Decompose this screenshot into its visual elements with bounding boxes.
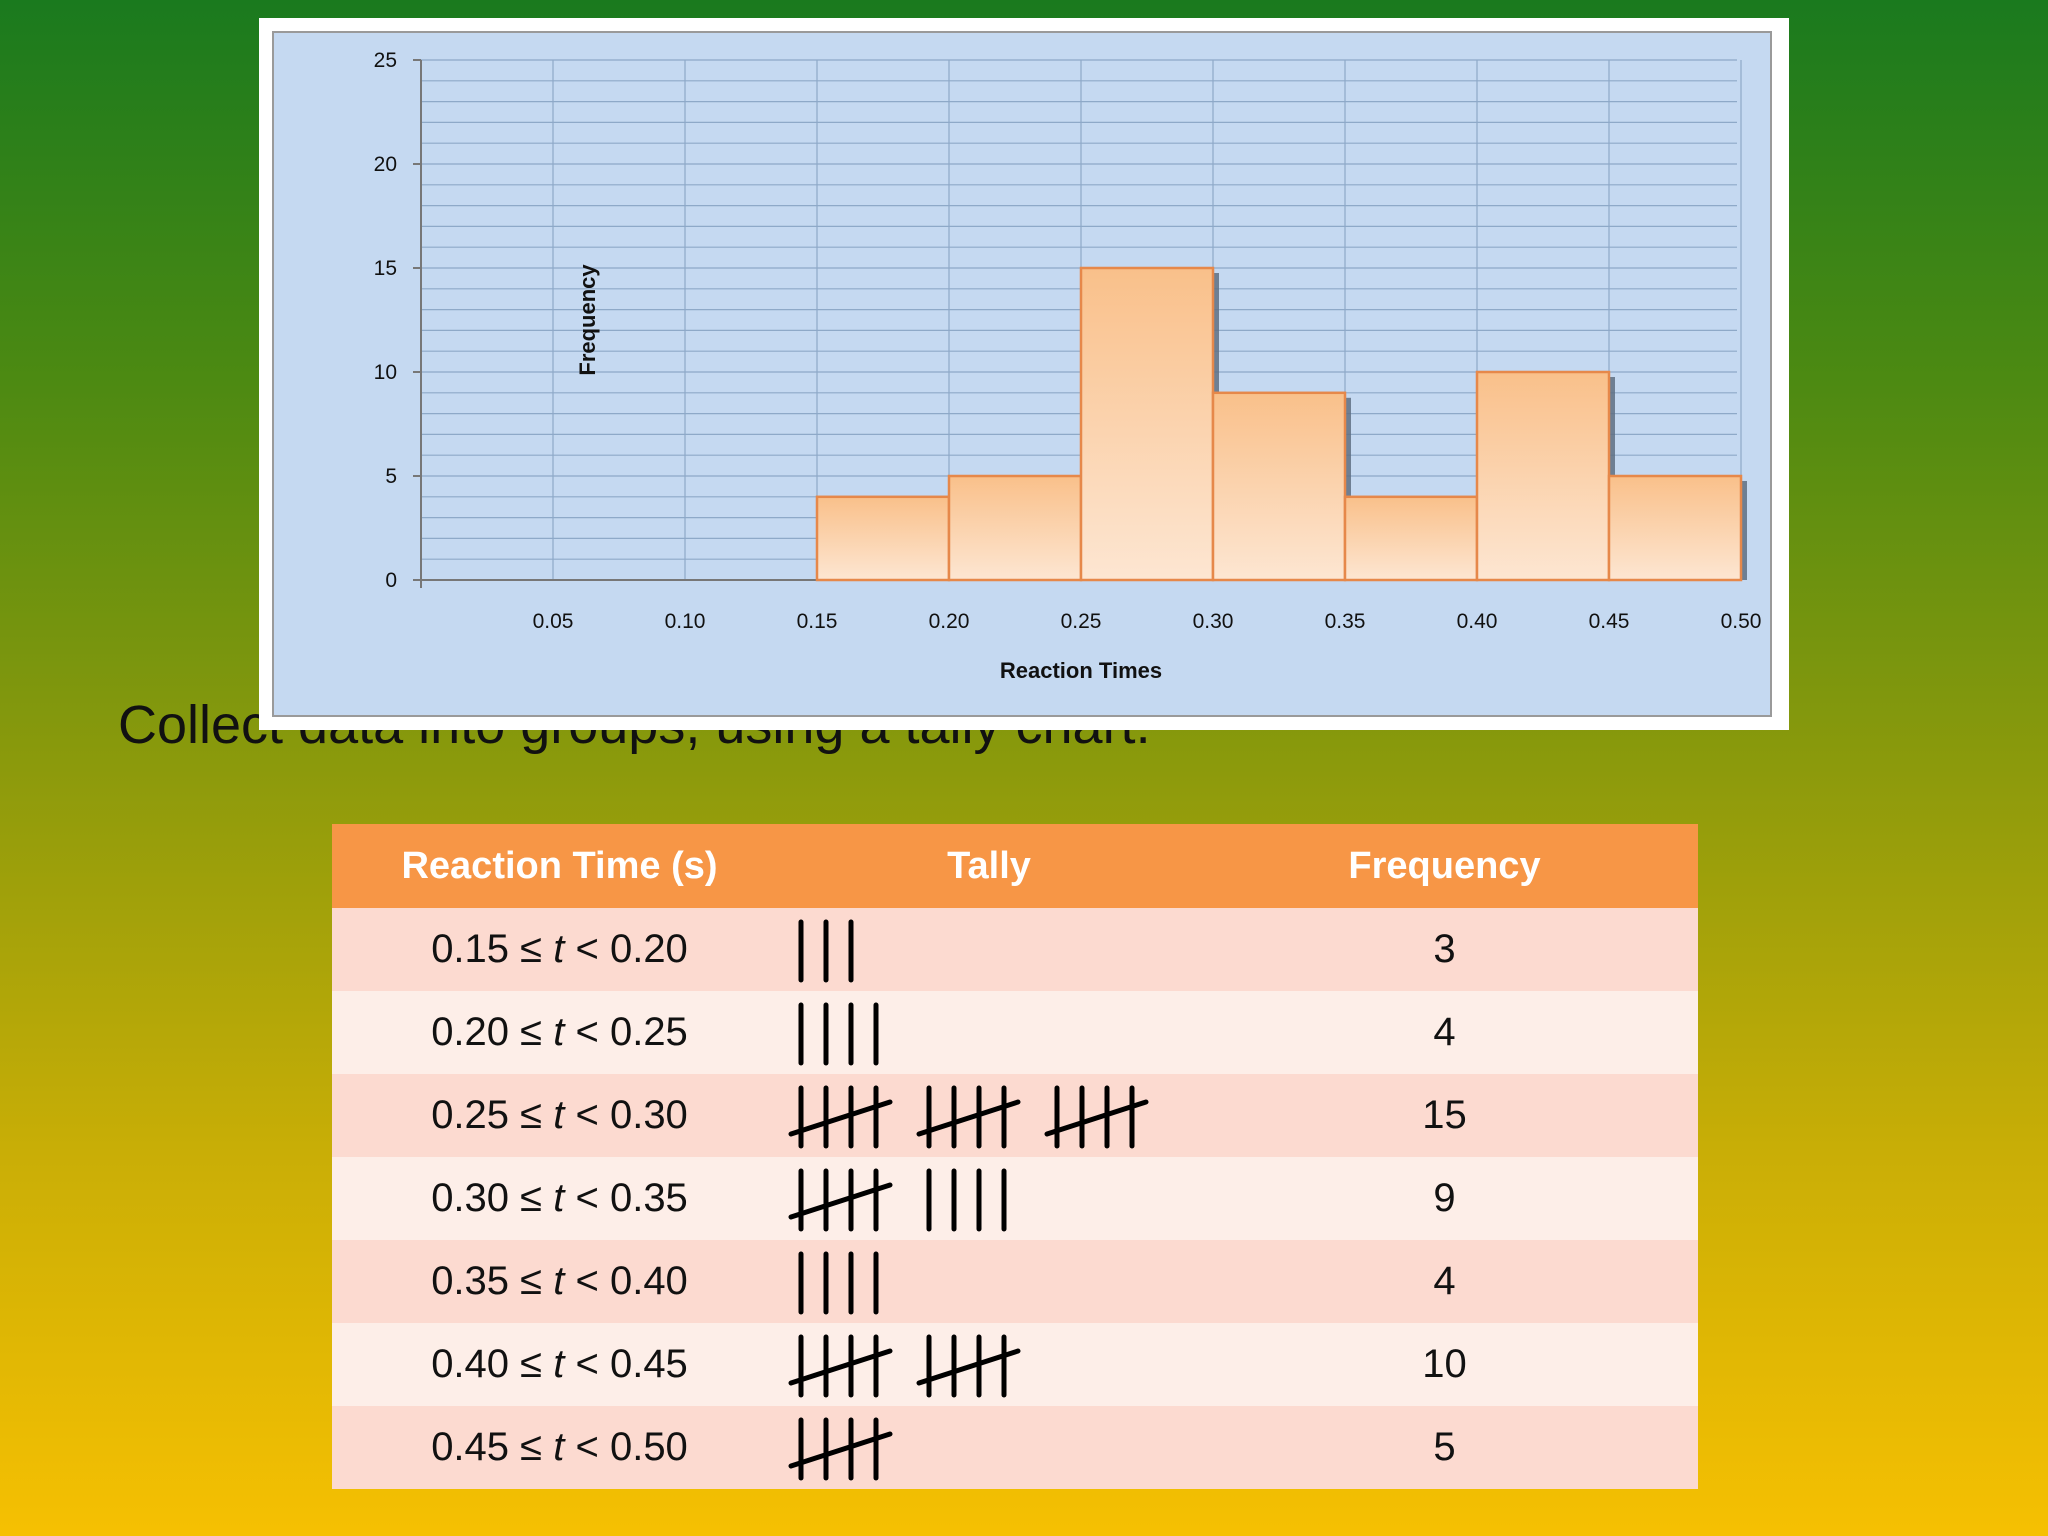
tally-marks	[798, 919, 854, 982]
reaction-time-range: 0.45 ≤ t < 0.50	[332, 1406, 787, 1489]
frequency-value: 4	[1191, 1240, 1698, 1323]
histogram-bar	[1079, 266, 1215, 582]
histogram-bar	[1343, 495, 1479, 582]
x-axis-title: Reaction Times	[1000, 658, 1162, 683]
table-row: 0.25 ≤ t < 0.30 15	[332, 1074, 1698, 1157]
tally-marks	[788, 1417, 893, 1480]
range-lower: 0.30	[431, 1176, 510, 1220]
range-upper: 0.50	[609, 1425, 688, 1469]
table-row: 0.20 ≤ t < 0.25 4	[332, 991, 1698, 1074]
range-symbols: ≤ t <	[509, 1342, 610, 1386]
table-row: 0.15 ≤ t < 0.20 3	[332, 908, 1698, 991]
frequency-value: 9	[1191, 1157, 1698, 1240]
histogram-bar	[1211, 391, 1347, 582]
tally-cell	[787, 1157, 1191, 1240]
table-row: 0.45 ≤ t < 0.50 5	[332, 1406, 1698, 1489]
tally-cell	[787, 1074, 1191, 1157]
y-tick-label: 5	[385, 465, 397, 488]
x-tick-label: 0.45	[1589, 610, 1630, 633]
range-symbols: ≤ t <	[509, 1093, 610, 1137]
tally-marks	[788, 1168, 1007, 1231]
frequency-value: 3	[1191, 908, 1698, 991]
range-lower: 0.25	[431, 1093, 510, 1137]
tally-cell	[787, 991, 1191, 1074]
table-body: 0.15 ≤ t < 0.20 3 0.20 ≤ t < 0.25 4 0.25 ≤ t…	[332, 908, 1698, 1489]
reaction-time-range: 0.25 ≤ t < 0.30	[332, 1074, 787, 1157]
tick-labels: 0 5 10 15 20 25 0.05 0.10 0.15 0.20 0.25 0.30 0.35 0.…	[374, 49, 1762, 633]
table-row: 0.30 ≤ t < 0.35 9	[332, 1157, 1698, 1240]
x-tick-label: 0.35	[1325, 610, 1366, 633]
range-lower: 0.15	[431, 927, 510, 971]
y-tick-label: 0	[385, 569, 397, 592]
range-upper: 0.45	[609, 1342, 688, 1386]
tally-marks	[788, 1085, 1149, 1148]
x-tick-label: 0.20	[929, 610, 970, 633]
range-upper: 0.25	[609, 1010, 688, 1054]
tally-marks	[788, 1334, 1021, 1397]
range-upper: 0.35	[609, 1176, 688, 1220]
range-symbols: ≤ t <	[509, 1425, 610, 1469]
x-tick-label: 0.50	[1721, 610, 1762, 633]
x-tick-label: 0.15	[797, 610, 838, 633]
reaction-time-range: 0.15 ≤ t < 0.20	[332, 908, 787, 991]
frequency-value: 15	[1191, 1074, 1698, 1157]
header-reaction-time: Reaction Time (s)	[332, 824, 787, 908]
tally-cell	[787, 908, 1191, 991]
bars	[815, 266, 1747, 582]
table-header-row: Reaction Time (s) Tally Frequency	[332, 824, 1698, 908]
y-tick-label: 10	[374, 361, 397, 384]
range-lower: 0.40	[431, 1342, 510, 1386]
histogram-bar	[815, 495, 951, 582]
range-symbols: ≤ t <	[509, 927, 610, 971]
histogram-bar	[1607, 474, 1743, 582]
range-upper: 0.40	[609, 1259, 688, 1303]
histogram-bar	[947, 474, 1083, 582]
y-tick-label: 20	[374, 153, 397, 176]
tally-cell	[787, 1240, 1191, 1323]
range-symbols: ≤ t <	[509, 1259, 610, 1303]
chart-frame: 0 5 10 15 20 25 0.05 0.10 0.15 0.20 0.25 0.30 0.35 0.…	[259, 18, 1789, 730]
tally-marks	[798, 1251, 879, 1314]
range-upper: 0.30	[609, 1093, 688, 1137]
tally-cell	[787, 1406, 1191, 1489]
tally-marks	[798, 1002, 879, 1065]
range-symbols: ≤ t <	[509, 1176, 610, 1220]
frequency-value: 10	[1191, 1323, 1698, 1406]
x-tick-label: 0.40	[1457, 610, 1498, 633]
range-lower: 0.20	[431, 1010, 510, 1054]
table-row: 0.40 ≤ t < 0.45 10	[332, 1323, 1698, 1406]
y-axis-title: Frequency	[575, 264, 600, 376]
range-symbols: ≤ t <	[509, 1010, 610, 1054]
y-tick-label: 25	[374, 49, 397, 72]
reaction-time-range: 0.35 ≤ t < 0.40	[332, 1240, 787, 1323]
frequency-value: 4	[1191, 991, 1698, 1074]
frequency-value: 5	[1191, 1406, 1698, 1489]
x-tick-label: 0.25	[1061, 610, 1102, 633]
header-tally: Tally	[787, 824, 1191, 908]
table-row: 0.35 ≤ t < 0.40 4	[332, 1240, 1698, 1323]
range-lower: 0.35	[431, 1259, 510, 1303]
histogram-bar	[1475, 370, 1611, 582]
range-lower: 0.45	[431, 1425, 510, 1469]
reaction-time-range: 0.40 ≤ t < 0.45	[332, 1323, 787, 1406]
x-tick-label: 0.10	[665, 610, 706, 633]
x-tick-label: 0.30	[1193, 610, 1234, 633]
range-upper: 0.20	[609, 927, 688, 971]
histogram-chart: 0 5 10 15 20 25 0.05 0.10 0.15 0.20 0.25 0.30 0.35 0.…	[272, 31, 1772, 717]
tally-table: Reaction Time (s) Tally Frequency 0.15 ≤…	[332, 824, 1698, 1489]
x-tick-label: 0.05	[533, 610, 574, 633]
reaction-time-range: 0.20 ≤ t < 0.25	[332, 991, 787, 1074]
header-frequency: Frequency	[1191, 824, 1698, 908]
reaction-time-range: 0.30 ≤ t < 0.35	[332, 1157, 787, 1240]
y-tick-label: 15	[374, 257, 397, 280]
tally-cell	[787, 1323, 1191, 1406]
